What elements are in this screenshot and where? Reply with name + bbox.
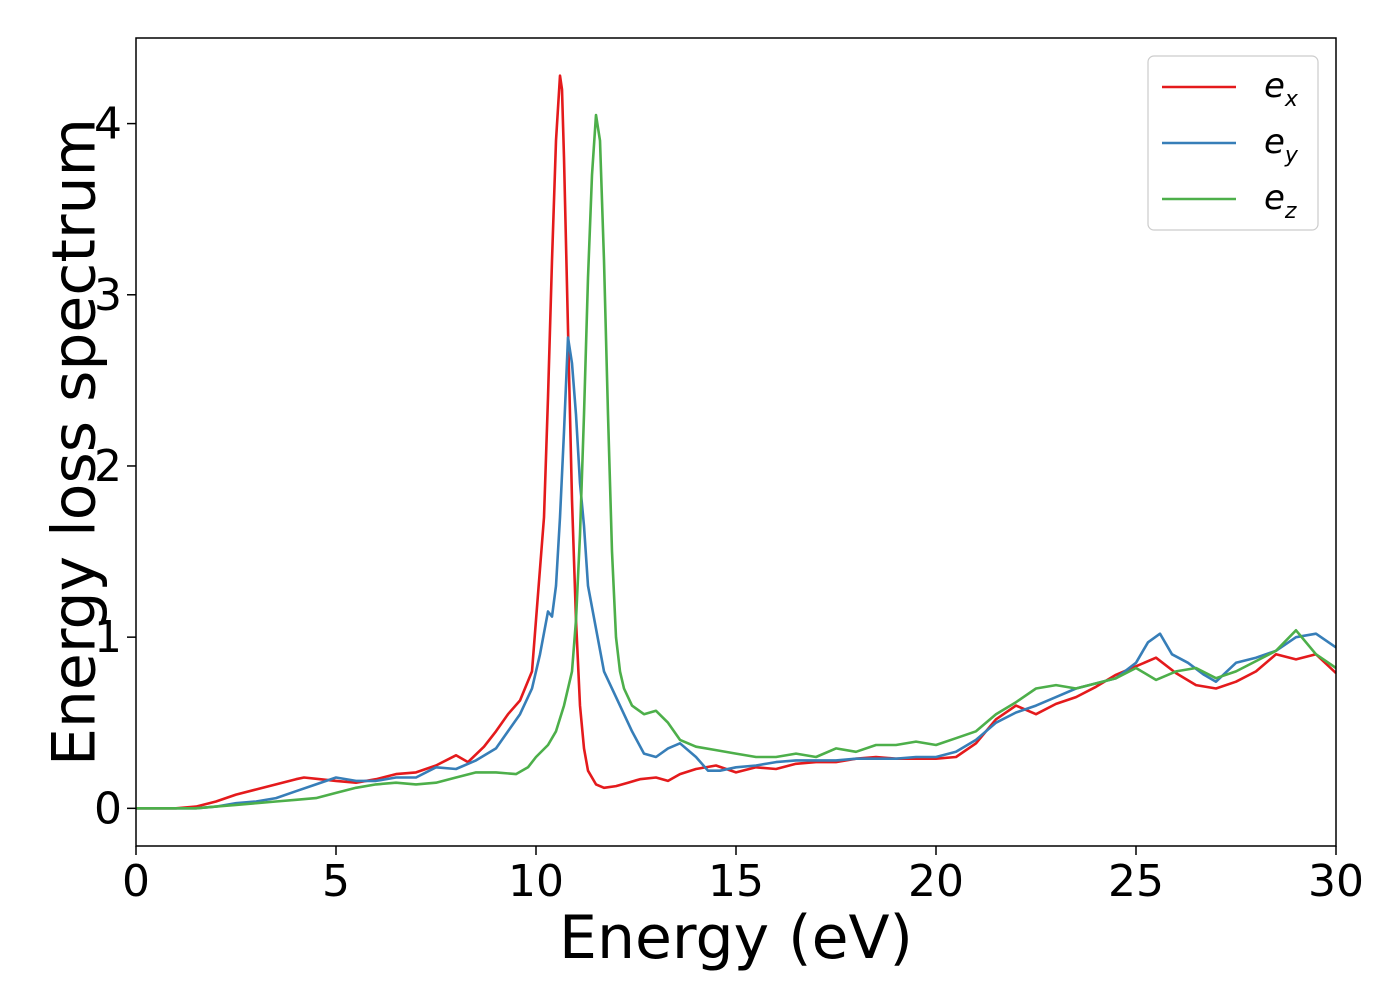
series-line-y bbox=[136, 336, 1336, 810]
legend: ex ey ez bbox=[1147, 55, 1319, 231]
x-tick-label: 15 bbox=[708, 856, 764, 907]
legend-label-x: ex bbox=[1264, 66, 1299, 112]
x-axis-label: Energy (eV) bbox=[559, 903, 913, 973]
y-tick-label: 3 bbox=[94, 270, 122, 321]
x-tick-label: 30 bbox=[1308, 856, 1364, 907]
series-layer bbox=[136, 74, 1336, 810]
y-axis-label: Energy loss spectrum bbox=[40, 118, 110, 766]
x-tick-label: 5 bbox=[322, 856, 350, 907]
legend-label-y: ey bbox=[1264, 122, 1299, 168]
x-tick-label: 25 bbox=[1108, 856, 1164, 907]
y-tick-label: 2 bbox=[94, 441, 122, 492]
y-tick-label: 0 bbox=[94, 783, 122, 834]
y-tick-label: 4 bbox=[94, 99, 122, 150]
series-line-z bbox=[136, 113, 1336, 810]
x-tick-label: 20 bbox=[908, 856, 964, 907]
x-axis-ticks: 0 5 10 15 20 25 30 bbox=[122, 846, 1364, 907]
y-tick-label: 1 bbox=[94, 612, 122, 663]
x-tick-label: 0 bbox=[122, 856, 150, 907]
y-axis-ticks: 0 1 2 3 4 bbox=[94, 99, 136, 834]
legend-label-z: ez bbox=[1264, 178, 1297, 224]
series-line-x bbox=[136, 74, 1336, 810]
x-tick-label: 10 bbox=[508, 856, 564, 907]
